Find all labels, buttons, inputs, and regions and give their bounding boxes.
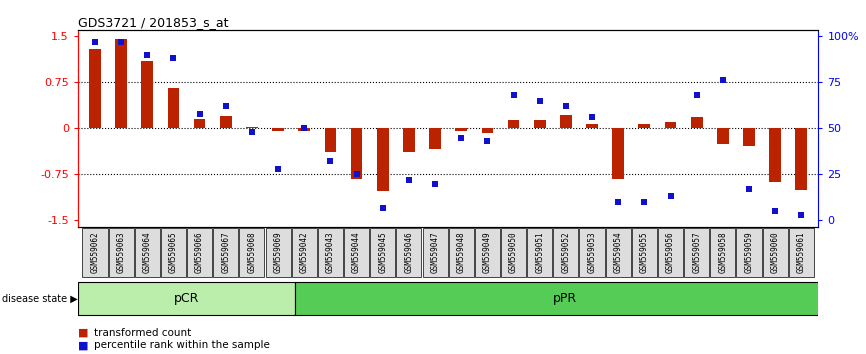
Bar [167, 88, 179, 128]
Bar [89, 48, 100, 128]
Text: GSM559047: GSM559047 [430, 232, 440, 273]
Bar [507, 120, 520, 128]
Text: GSM559066: GSM559066 [195, 232, 204, 273]
Text: GSM559054: GSM559054 [614, 232, 623, 273]
Text: GSM559061: GSM559061 [797, 232, 806, 273]
Bar [743, 128, 755, 145]
Text: GSM559055: GSM559055 [640, 232, 649, 273]
FancyBboxPatch shape [632, 228, 657, 277]
Bar [220, 116, 231, 128]
Text: GSM559067: GSM559067 [222, 232, 230, 273]
FancyBboxPatch shape [397, 228, 422, 277]
FancyBboxPatch shape [295, 281, 836, 315]
Text: GSM559062: GSM559062 [90, 232, 100, 273]
FancyBboxPatch shape [266, 228, 291, 277]
Bar [691, 117, 702, 128]
FancyBboxPatch shape [187, 228, 212, 277]
Text: pCR: pCR [174, 292, 199, 305]
FancyBboxPatch shape [553, 228, 578, 277]
FancyBboxPatch shape [475, 228, 500, 277]
Bar [115, 39, 127, 128]
FancyBboxPatch shape [449, 228, 474, 277]
Text: ■: ■ [78, 340, 88, 350]
Text: GSM559044: GSM559044 [352, 232, 361, 273]
Text: GSM559049: GSM559049 [483, 232, 492, 273]
Bar [717, 128, 729, 144]
Text: GSM559056: GSM559056 [666, 232, 675, 273]
Text: GSM559064: GSM559064 [143, 232, 152, 273]
FancyBboxPatch shape [763, 228, 788, 277]
FancyBboxPatch shape [318, 228, 343, 277]
Bar [272, 128, 284, 131]
Bar [586, 124, 598, 128]
Bar [560, 115, 572, 128]
FancyBboxPatch shape [239, 228, 264, 277]
FancyBboxPatch shape [370, 228, 395, 277]
Bar [665, 122, 676, 128]
Bar [796, 128, 807, 190]
Text: GSM559045: GSM559045 [378, 232, 387, 273]
Text: GSM559046: GSM559046 [404, 232, 413, 273]
FancyBboxPatch shape [789, 228, 814, 277]
Text: GSM559058: GSM559058 [719, 232, 727, 273]
Text: GSM559068: GSM559068 [248, 232, 256, 273]
Text: GSM559043: GSM559043 [326, 232, 335, 273]
FancyBboxPatch shape [736, 228, 761, 277]
Text: GSM559042: GSM559042 [300, 232, 309, 273]
FancyBboxPatch shape [710, 228, 735, 277]
FancyBboxPatch shape [78, 281, 295, 315]
Bar [194, 119, 205, 128]
Bar [299, 128, 310, 131]
Bar [769, 128, 781, 182]
Text: GSM559053: GSM559053 [587, 232, 597, 273]
Bar [246, 127, 258, 128]
Text: pPR: pPR [553, 292, 578, 305]
Text: percentile rank within the sample: percentile rank within the sample [94, 340, 269, 350]
Bar [456, 128, 467, 131]
FancyBboxPatch shape [135, 228, 160, 277]
Text: GSM559060: GSM559060 [771, 232, 779, 273]
FancyBboxPatch shape [579, 228, 604, 277]
Text: GSM559059: GSM559059 [745, 232, 753, 273]
Text: GSM559065: GSM559065 [169, 232, 178, 273]
FancyBboxPatch shape [684, 228, 709, 277]
Bar [141, 61, 153, 128]
Text: GSM559057: GSM559057 [692, 232, 701, 273]
Text: GSM559048: GSM559048 [456, 232, 466, 273]
Bar [612, 128, 624, 179]
Bar [638, 124, 650, 128]
FancyBboxPatch shape [82, 228, 107, 277]
Text: ■: ■ [78, 328, 88, 338]
FancyBboxPatch shape [423, 228, 448, 277]
Bar [325, 128, 336, 152]
Text: transformed count: transformed count [94, 328, 191, 338]
Text: GSM559052: GSM559052 [561, 232, 571, 273]
FancyBboxPatch shape [501, 228, 527, 277]
FancyBboxPatch shape [108, 228, 133, 277]
Text: disease state ▶: disease state ▶ [2, 294, 77, 304]
Bar [351, 128, 363, 179]
Bar [403, 128, 415, 152]
Text: GSM559051: GSM559051 [535, 232, 544, 273]
Bar [430, 128, 441, 149]
Bar [533, 120, 546, 128]
FancyBboxPatch shape [213, 228, 238, 277]
Text: GSM559069: GSM559069 [274, 232, 282, 273]
Text: GDS3721 / 201853_s_at: GDS3721 / 201853_s_at [78, 16, 229, 29]
FancyBboxPatch shape [344, 228, 369, 277]
Text: GSM559063: GSM559063 [117, 232, 126, 273]
Text: GSM559050: GSM559050 [509, 232, 518, 273]
FancyBboxPatch shape [292, 228, 317, 277]
FancyBboxPatch shape [527, 228, 553, 277]
FancyBboxPatch shape [658, 228, 683, 277]
Bar [481, 128, 494, 133]
FancyBboxPatch shape [605, 228, 630, 277]
FancyBboxPatch shape [161, 228, 186, 277]
Bar [377, 128, 389, 191]
